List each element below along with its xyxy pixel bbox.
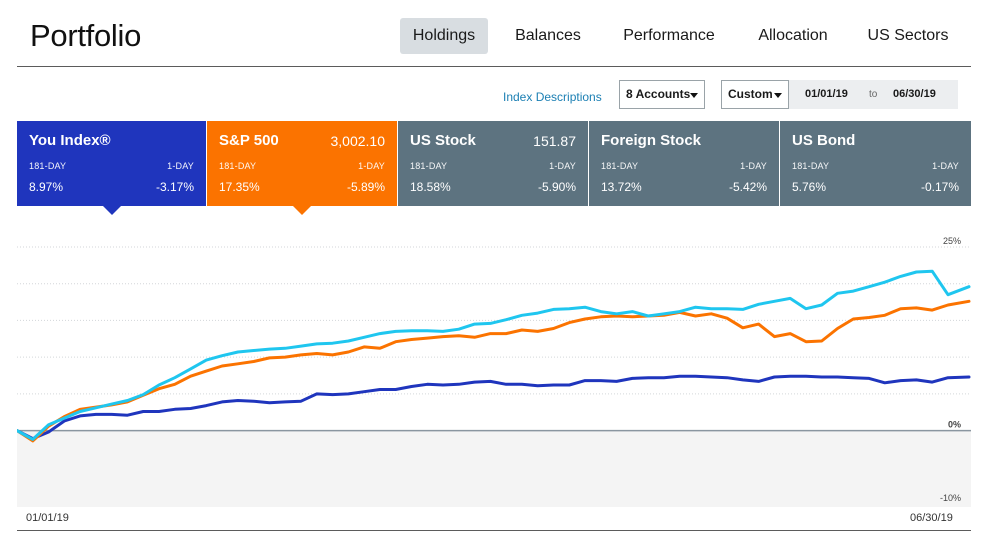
tile-period-value: 8.97% (29, 180, 64, 194)
start-date-input[interactable]: 01/01/19 (805, 88, 848, 100)
tile-period-label: 181-DAY (219, 161, 257, 171)
series-line (17, 299, 971, 443)
x-axis-start-label: 01/01/19 (26, 512, 69, 524)
tab-performance[interactable]: Performance (623, 27, 715, 44)
tab-allocation[interactable]: Allocation (758, 27, 828, 44)
tile-name: US Stock (410, 132, 476, 149)
tile-name: Foreign Stock (601, 132, 702, 149)
tile-pointer (103, 206, 121, 215)
tile-day-label: 1-DAY (932, 161, 959, 171)
tile-name: You Index® (29, 132, 111, 149)
index-tiles: You Index® 181-DAY 1-DAY 8.97% -3.17% S&… (17, 121, 971, 215)
tile-day-value: -0.17% (920, 180, 959, 194)
range-dropdown[interactable]: Custom (721, 80, 789, 109)
tile-name: S&P 500 (219, 132, 279, 149)
tile-day-value: -5.90% (537, 180, 576, 194)
tile-period-label: 181-DAY (792, 161, 830, 171)
tile-period-label: 181-DAY (410, 161, 448, 171)
date-range: 01/01/19 to 06/30/19 (789, 80, 958, 109)
tile-us-bond[interactable]: US Bond 181-DAY 1-DAY 5.76% -0.17% (780, 121, 971, 206)
range-dropdown-label: Custom (728, 87, 773, 101)
tile-period-value: 5.76% (792, 180, 827, 194)
tile-day-label: 1-DAY (549, 161, 576, 171)
page-title: Portfolio (30, 18, 142, 53)
tile-you-index[interactable]: You Index® 181-DAY 1-DAY 8.97% -3.17% (17, 121, 206, 215)
tile-name: US Bond (792, 132, 856, 149)
y-tick-label: 25% (943, 236, 961, 246)
footer-divider (17, 530, 971, 531)
accounts-dropdown-label: 8 Accounts (626, 87, 691, 101)
tile-price: 151.87 (533, 133, 576, 149)
tile-period-label: 181-DAY (29, 161, 67, 171)
end-date-input[interactable]: 06/30/19 (893, 88, 936, 100)
tile-day-value: -5.89% (346, 180, 385, 194)
tile-day-value: -3.17% (155, 180, 194, 194)
tab-holdings[interactable]: Holdings (400, 18, 488, 54)
y-tick-label: -10% (940, 493, 961, 503)
index-descriptions-link[interactable]: Index Descriptions (503, 90, 602, 104)
header-divider (17, 66, 971, 67)
tile-period-value: 18.58% (410, 180, 451, 194)
chevron-down-icon (774, 93, 782, 98)
accounts-dropdown[interactable]: 8 Accounts (619, 80, 705, 109)
x-axis-end-label: 06/30/19 (910, 512, 953, 524)
tab-us-sectors[interactable]: US Sectors (867, 27, 949, 44)
tile-sp500[interactable]: S&P 500 3,002.10 181-DAY 1-DAY 17.35% -5… (207, 121, 397, 215)
tile-period-value: 17.35% (219, 180, 260, 194)
date-range-to-label: to (869, 89, 878, 100)
tile-price: 3,002.10 (330, 133, 386, 149)
y-tick-label: 0% (948, 420, 961, 430)
tile-pointer (293, 206, 311, 215)
tile-day-label: 1-DAY (167, 161, 194, 171)
section-nav: Holdings Balances Performance Allocation… (0, 18, 988, 54)
tile-us-stock[interactable]: US Stock 151.87 181-DAY 1-DAY 18.58% -5.… (398, 121, 588, 206)
series-line (17, 374, 971, 441)
tile-day-label: 1-DAY (358, 161, 385, 171)
tile-day-label: 1-DAY (740, 161, 767, 171)
series-line (17, 269, 971, 441)
tile-foreign-stock[interactable]: Foreign Stock 181-DAY 1-DAY 13.72% -5.42… (589, 121, 779, 206)
negative-region (17, 430, 971, 507)
tile-period-label: 181-DAY (601, 161, 639, 171)
tab-balances[interactable]: Balances (515, 27, 581, 44)
tile-day-value: -5.42% (728, 180, 767, 194)
tile-period-value: 13.72% (601, 180, 642, 194)
performance-chart: 25% 0% -10% (17, 236, 971, 507)
chevron-down-icon (690, 93, 698, 98)
